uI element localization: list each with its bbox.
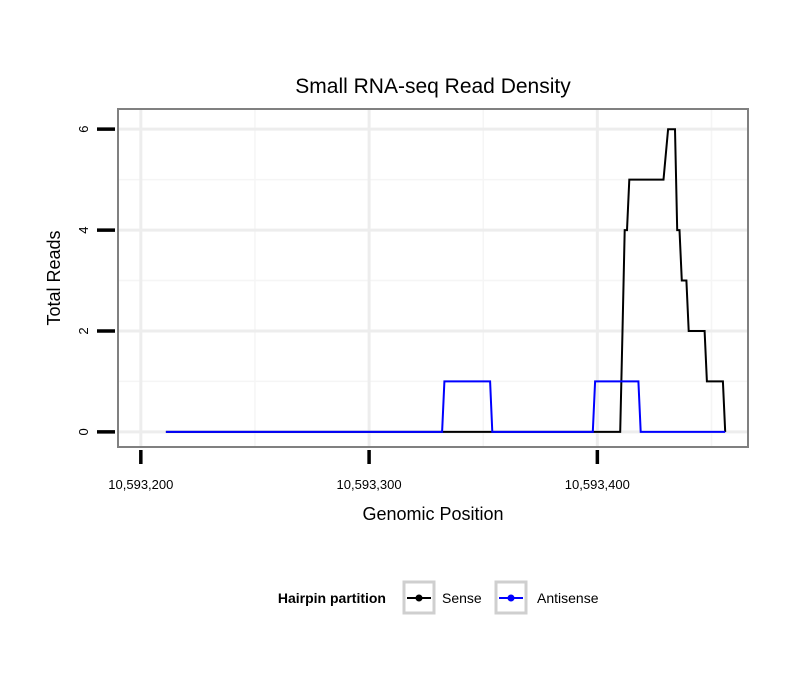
- series-layer: [165, 128, 727, 433]
- y-tick-label: 0: [76, 428, 91, 435]
- x-tick-label: 10,593,200: [108, 477, 173, 492]
- legend-key-point: [415, 594, 423, 602]
- legend-label: Sense: [442, 590, 482, 606]
- y-tick-label: 2: [76, 327, 91, 334]
- chart-title: Small RNA-seq Read Density: [295, 75, 571, 98]
- series-line-antisense: [165, 380, 726, 433]
- x-axis-title: Genomic Position: [362, 504, 503, 524]
- y-tick-label: 4: [76, 226, 91, 233]
- legend-item-sense: Sense: [402, 580, 482, 615]
- x-axis: 10,593,200 10,593,300 10,593,400: [108, 450, 630, 492]
- y-tick-label: 6: [76, 126, 91, 133]
- legend-label: Antisense: [537, 590, 599, 606]
- y-axis: 0 2 4 6: [76, 126, 115, 436]
- x-tick-label: 10,593,400: [565, 477, 630, 492]
- series-line-sense: [165, 128, 727, 433]
- y-axis-title: Total Reads: [44, 230, 64, 325]
- gridlines: [118, 109, 748, 447]
- legend-title: Hairpin partition: [278, 590, 386, 606]
- legend-key-point: [507, 594, 515, 602]
- plot-panel-border: [117, 108, 749, 448]
- legend: Hairpin partition Sense Antisense: [278, 580, 599, 615]
- x-tick-label: 10,593,300: [337, 477, 402, 492]
- legend-item-antisense: Antisense: [494, 580, 599, 615]
